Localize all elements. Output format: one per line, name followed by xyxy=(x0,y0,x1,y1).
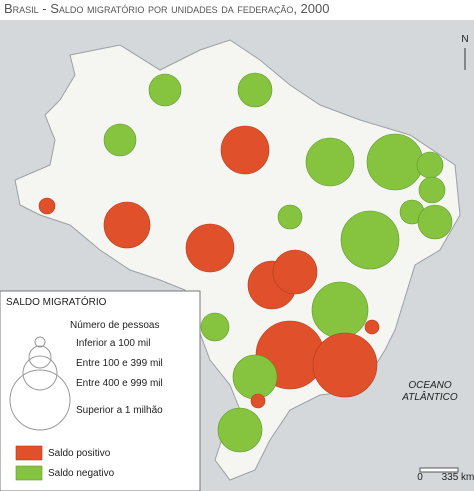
circle xyxy=(311,281,369,339)
state-circles xyxy=(38,72,453,453)
circle xyxy=(277,204,303,230)
legend-circle xyxy=(9,369,71,431)
circle xyxy=(418,176,446,204)
legend-size: Superior a 1 milhão xyxy=(76,405,163,416)
circle xyxy=(340,210,400,270)
legend-size: Inferior a 100 mil xyxy=(76,338,150,349)
title: Brasil - Saldo migratório por unidades d… xyxy=(4,1,329,16)
circle xyxy=(200,312,230,342)
circle xyxy=(220,125,270,175)
legend-swatch xyxy=(15,465,43,481)
circle xyxy=(305,137,355,187)
circle xyxy=(250,393,266,409)
circle xyxy=(103,201,151,249)
legend: SALDO MIGRATÓRIO Número de pessoas Infer… xyxy=(0,290,201,491)
scale-bar xyxy=(419,467,459,473)
circle xyxy=(417,204,453,240)
circle xyxy=(237,72,273,108)
legend-swatch xyxy=(15,445,43,461)
scale-label: 335 km xyxy=(442,472,474,483)
legend-circle xyxy=(22,355,58,391)
legend-circle xyxy=(34,336,46,348)
circle xyxy=(217,407,263,453)
legend-color-label: Saldo negativo xyxy=(48,468,115,479)
legend-color-label: Saldo positivo xyxy=(48,448,111,459)
circle xyxy=(416,151,444,179)
ocean-label: OCEANO xyxy=(408,380,452,391)
circle xyxy=(148,73,182,107)
ocean-label: ATLÂNTICO xyxy=(401,390,458,403)
north-label: N xyxy=(461,34,468,45)
legend-subtitle: Número de pessoas xyxy=(70,320,160,331)
circle xyxy=(312,332,378,398)
circle xyxy=(232,354,278,400)
circle xyxy=(38,197,56,215)
scale-label: 0 xyxy=(417,472,423,483)
circle xyxy=(272,249,318,295)
legend-title: SALDO MIGRATÓRIO xyxy=(6,295,107,308)
circle xyxy=(366,133,424,191)
legend-size: Entre 400 e 999 mil xyxy=(76,378,163,389)
circle xyxy=(364,319,380,335)
circle xyxy=(185,223,235,273)
legend-size: Entre 100 e 399 mil xyxy=(76,358,163,369)
circle xyxy=(103,123,137,157)
legend-circle xyxy=(28,345,52,369)
